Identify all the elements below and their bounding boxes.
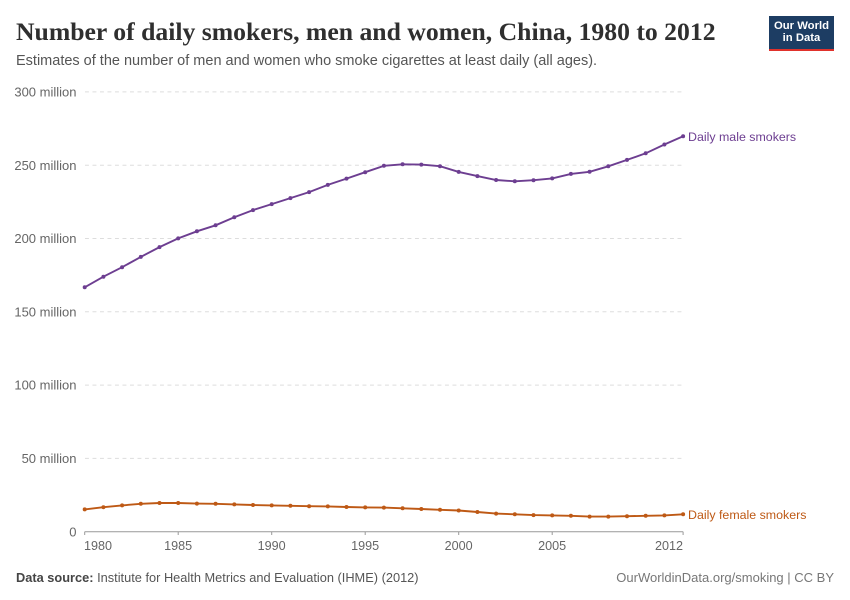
svg-text:1990: 1990 — [258, 539, 286, 553]
svg-text:Daily male smokers: Daily male smokers — [688, 130, 796, 144]
svg-text:150 million: 150 million — [14, 304, 76, 319]
svg-text:300 million: 300 million — [14, 85, 76, 100]
svg-text:250 million: 250 million — [14, 158, 76, 173]
svg-text:1995: 1995 — [351, 539, 379, 553]
svg-text:Daily female smokers: Daily female smokers — [688, 508, 806, 522]
svg-text:50 million: 50 million — [22, 451, 77, 466]
svg-text:2005: 2005 — [538, 539, 566, 553]
svg-text:200 million: 200 million — [14, 231, 76, 246]
svg-text:2000: 2000 — [445, 539, 473, 553]
svg-text:100 million: 100 million — [14, 378, 76, 393]
svg-text:1980: 1980 — [84, 539, 112, 553]
svg-text:1985: 1985 — [164, 539, 192, 553]
svg-text:2012: 2012 — [655, 539, 683, 553]
svg-text:0: 0 — [69, 524, 76, 539]
